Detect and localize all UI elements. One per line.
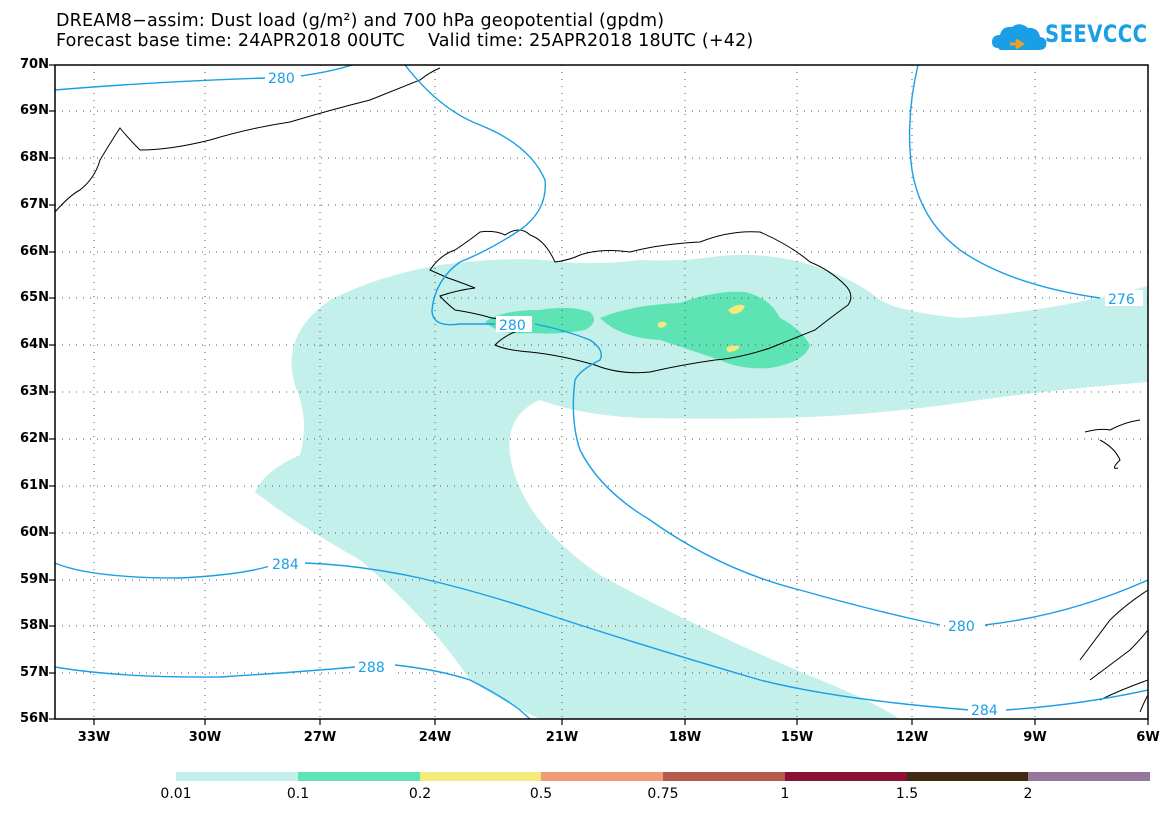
lat-label: 65N [20,290,49,305]
colorbar-swatch [297,772,420,781]
colorbar-swatch [1028,772,1150,781]
dust-area-high [658,321,667,328]
lon-label: 27W [303,730,337,745]
colorbar-swatch [784,772,907,781]
colorbar-swatch [663,772,785,781]
lat-label: 67N [20,197,49,212]
colorbar-label: 0.5 [529,786,553,802]
geopotential-contours [55,65,1148,719]
colorbar-label: 0.75 [647,786,679,802]
colorbar-label: 2 [1023,786,1033,802]
lon-label: 24W [418,730,452,745]
colorbar-label: 0.2 [408,786,432,802]
coastlines [55,67,1148,713]
lat-label: 69N [20,103,49,118]
contour-label: 288 [358,660,385,676]
contour-label: 284 [971,703,998,719]
contour-label: 280 [499,318,526,334]
lat-label: 63N [20,384,49,399]
lon-label: 15W [780,730,814,745]
contour-label: 276 [1108,292,1135,308]
colorbar-swatch [541,772,663,781]
lat-label: 64N [20,337,49,352]
lon-label: 9W [1023,730,1047,745]
lon-label: 21W [545,730,579,745]
dust-area-low [255,254,1148,719]
lat-label: 62N [20,431,49,446]
dust-area-high [728,304,745,314]
colorbar-label: 1 [780,786,790,802]
lat-label: 59N [20,572,49,587]
lat-label: 58N [20,618,49,633]
colorbar-label: 0.1 [286,786,310,802]
lon-label: 30W [188,730,222,745]
contour-label: 284 [272,557,299,573]
lat-label: 68N [20,150,49,165]
colorbar-swatch [176,772,298,781]
lon-label: 12W [895,730,929,745]
axis-ticks [49,64,1149,725]
colorbar-label: 1.5 [895,786,919,802]
lat-label: 60N [20,525,49,540]
map-title-line1: DREAM8−assim: Dust load (g/m²) and 700 h… [56,11,665,31]
lat-label: 66N [20,244,49,259]
colorbar [176,772,1150,781]
grid-lines [55,65,1148,719]
lat-label: 57N [20,665,49,680]
colorbar-swatch [419,772,542,781]
lat-label: 70N [20,57,49,72]
lon-label: 18W [668,730,702,745]
cloud-icon [992,24,1047,50]
lon-label: 6W [1136,730,1160,745]
lon-label: 33W [77,730,111,745]
lat-label: 56N [20,711,49,726]
lat-label: 61N [20,478,49,493]
contour-label: 280 [268,71,295,87]
map-title-line2: Forecast base time: 24APR2018 00UTC Vali… [56,31,754,51]
dust-area-mid [600,291,810,369]
contour-labels: 280 276 280 284 288 280 284 [265,70,1143,719]
dust-area-high [726,345,740,352]
colorbar-label: 0.01 [160,786,192,802]
colorbar-swatch [906,772,1029,781]
contour-label: 280 [948,619,975,635]
logo-text: SEEVCCC [1045,20,1148,48]
